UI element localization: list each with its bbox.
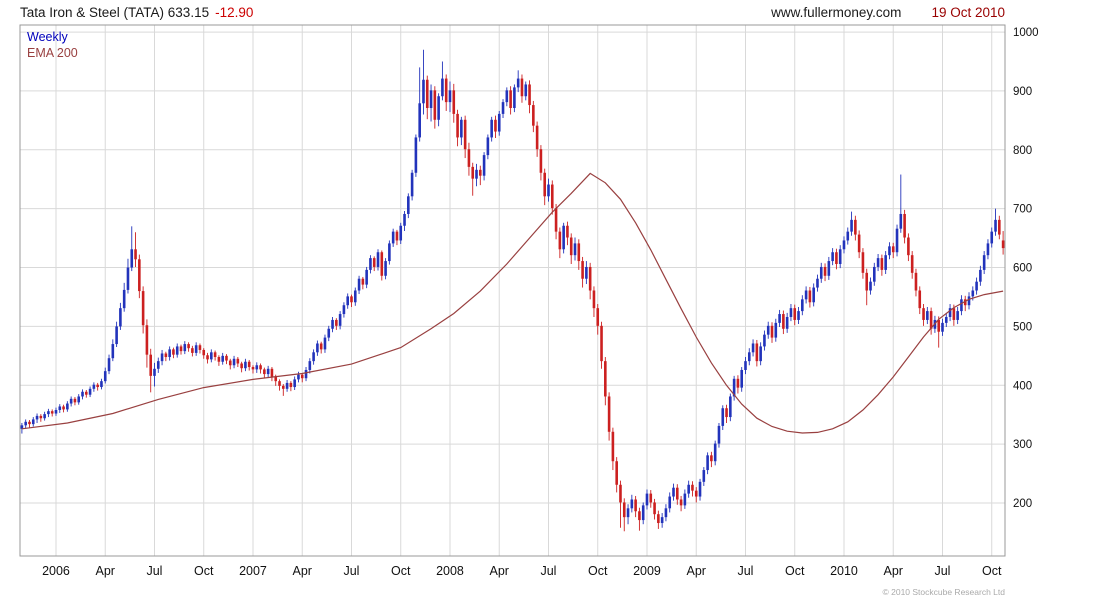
x-axis-labels: 2006 Apr Jul Oct 2007 Apr Jul Oct 2008 Apr Jul Oct 2…: [42, 564, 1002, 578]
svg-text:400: 400: [1013, 380, 1032, 392]
instrument-title: Tata Iron & Steel (TATA) 633.15: [20, 4, 210, 20]
gridlines: [20, 25, 1005, 556]
chart-legend: Weekly EMA 200: [27, 29, 78, 61]
svg-text:2006: 2006: [42, 564, 70, 578]
svg-text:Jul: Jul: [934, 564, 950, 578]
svg-text:Jul: Jul: [146, 564, 162, 578]
svg-text:Oct: Oct: [982, 564, 1002, 578]
svg-text:Apr: Apr: [96, 564, 115, 578]
svg-text:Apr: Apr: [490, 564, 509, 578]
legend-ema-label: EMA 200: [27, 46, 78, 60]
svg-text:2009: 2009: [633, 564, 661, 578]
svg-text:500: 500: [1013, 321, 1032, 333]
svg-text:Apr: Apr: [687, 564, 706, 578]
chart-date: 19 Oct 2010: [931, 4, 1005, 20]
svg-text:Jul: Jul: [540, 564, 556, 578]
candlestick-series: [20, 49, 1005, 532]
fullermoney-link[interactable]: www.fullermoney.com: [771, 4, 902, 20]
legend-weekly-label: Weekly: [27, 30, 68, 44]
svg-text:2008: 2008: [436, 564, 464, 578]
svg-text:Oct: Oct: [785, 564, 805, 578]
svg-text:2007: 2007: [239, 564, 267, 578]
svg-text:1000: 1000: [1013, 27, 1039, 39]
svg-text:2010: 2010: [830, 564, 858, 578]
svg-text:900: 900: [1013, 86, 1032, 98]
svg-text:Apr: Apr: [884, 564, 903, 578]
svg-text:Jul: Jul: [737, 564, 753, 578]
svg-text:Jul: Jul: [343, 564, 359, 578]
ema-line: [21, 172, 1004, 434]
svg-text:600: 600: [1013, 263, 1032, 275]
svg-text:Oct: Oct: [194, 564, 214, 578]
price-change: -12.90: [215, 4, 254, 20]
svg-text:Oct: Oct: [588, 564, 608, 578]
chart-header: Tata Iron & Steel (TATA) 633.15 -12.90 w…: [20, 2, 1005, 22]
svg-text:200: 200: [1013, 498, 1032, 510]
svg-text:800: 800: [1013, 145, 1032, 157]
plot-area: [20, 25, 1005, 556]
copyright-notice: © 2010 Stockcube Research Ltd: [882, 587, 1005, 597]
svg-text:300: 300: [1013, 439, 1032, 451]
y-axis-labels: 200 300 400 500 600 700 800 900 1000: [1013, 27, 1039, 510]
plot-border: [19, 24, 1006, 557]
svg-text:Oct: Oct: [391, 564, 411, 578]
svg-text:Apr: Apr: [293, 564, 312, 578]
svg-text:700: 700: [1013, 204, 1032, 216]
